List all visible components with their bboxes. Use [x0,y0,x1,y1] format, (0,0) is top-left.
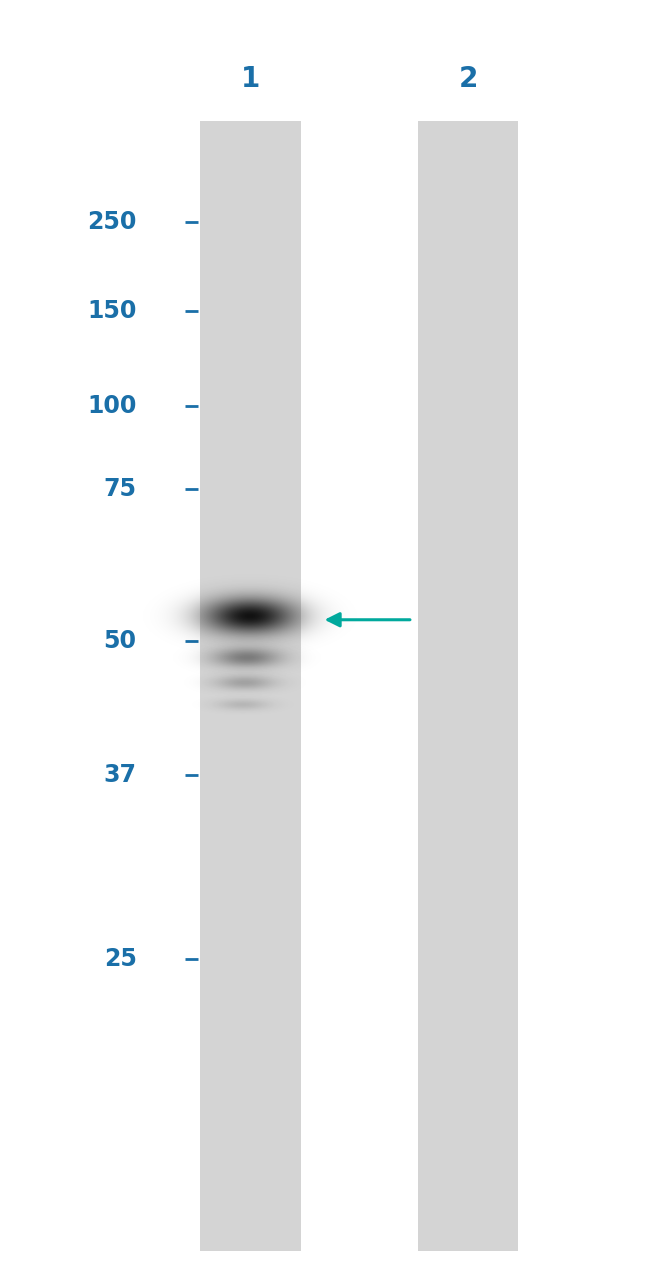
Text: 2: 2 [458,65,478,93]
Bar [200,121,300,1251]
Text: 50: 50 [103,630,136,653]
Text: 75: 75 [103,478,136,500]
Text: 25: 25 [103,947,136,970]
Text: 1: 1 [240,65,260,93]
Bar [417,121,519,1251]
Text: 150: 150 [87,300,136,323]
Text: 37: 37 [103,763,136,786]
Text: 250: 250 [87,211,136,234]
Text: 100: 100 [87,395,136,418]
